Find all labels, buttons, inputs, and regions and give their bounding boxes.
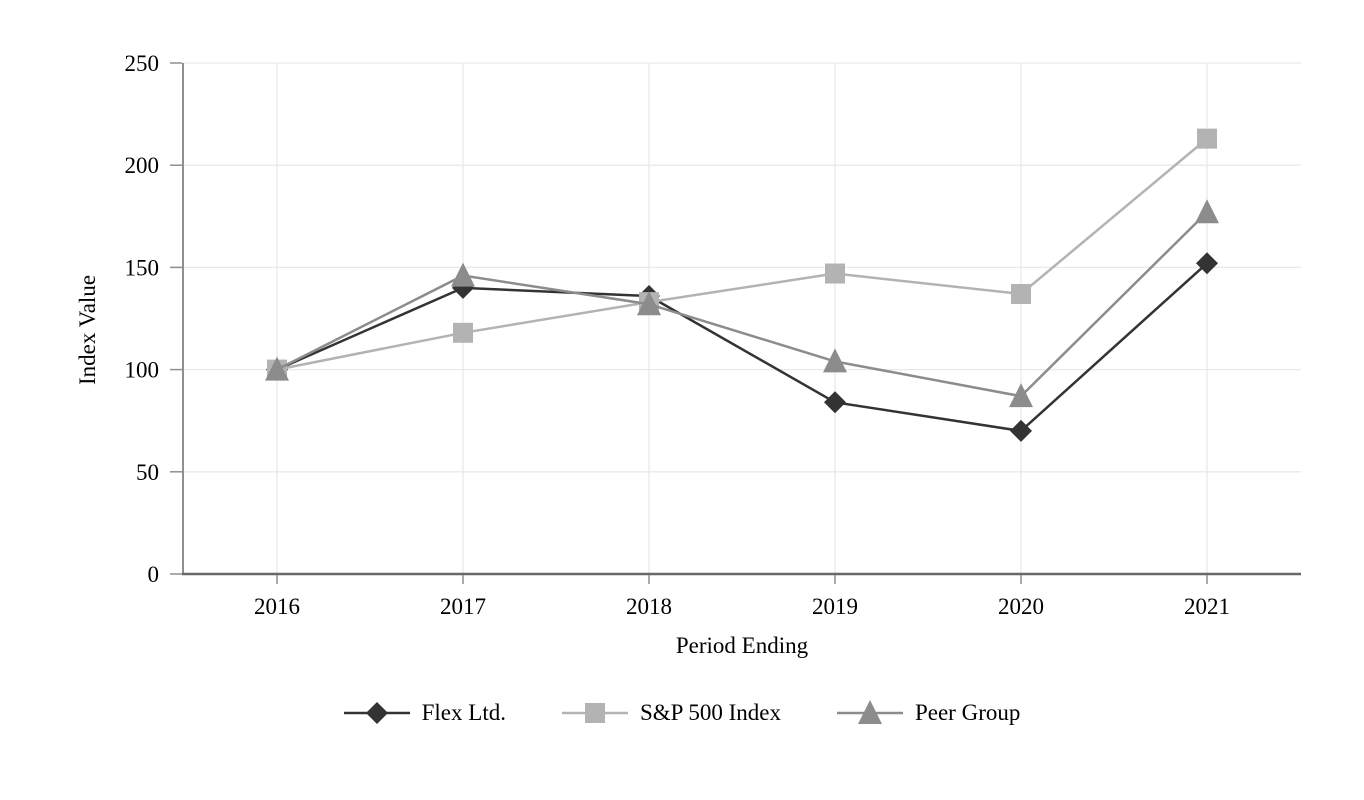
svg-text:2021: 2021 [1184,594,1230,619]
y-axis-title: Index Value [75,274,100,386]
svg-text:100: 100 [125,358,160,383]
legend-item-sp500: S&P 500 Index [561,698,781,728]
svg-text:0: 0 [148,562,160,587]
square-marker-icon [561,703,628,723]
triangle-marker-icon [836,700,903,724]
x-axis-title: Period Ending [675,633,809,658]
svg-text:50: 50 [136,460,159,485]
legend-label-sp500: S&P 500 Index [639,700,781,725]
svg-text:250: 250 [125,51,160,76]
legend-item-flex: Flex Ltd. [343,698,506,728]
legend-label-flex: Flex Ltd. [421,700,506,725]
chart-legend: Flex Ltd. S&P 500 Index Peer Group [0,698,1364,728]
svg-text:2019: 2019 [812,594,858,619]
svg-text:2017: 2017 [440,594,486,619]
svg-text:2020: 2020 [998,594,1044,619]
svg-text:2016: 2016 [254,594,300,619]
svg-text:150: 150 [125,255,160,280]
diamond-marker-icon [343,702,410,724]
svg-text:2018: 2018 [626,594,672,619]
legend-item-peer: Peer Group [836,698,1021,728]
legend-label-peer: Peer Group [914,700,1021,725]
svg-text:200: 200 [125,153,160,178]
